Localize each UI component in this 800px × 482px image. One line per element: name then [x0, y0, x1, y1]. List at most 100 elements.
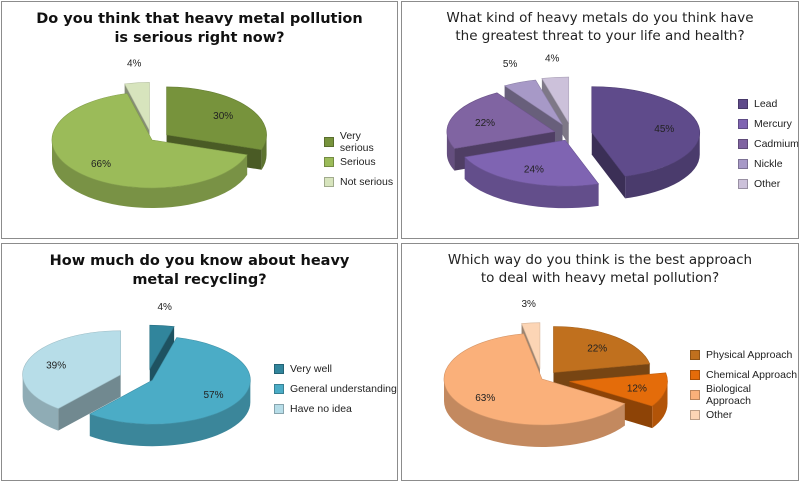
legend-swatch: [690, 410, 700, 420]
slice-top: [521, 322, 541, 369]
slice-top: [446, 92, 556, 149]
legend-item: Serious: [324, 152, 397, 172]
pie-slices: [446, 76, 701, 209]
slice-rim: [464, 157, 599, 209]
chart-title: What kind of heavy metals do you think h…: [446, 10, 754, 44]
chart-title: How much do you know about heavy metal r…: [49, 253, 350, 289]
legend: Lead Mercury Cadmium Nickle Other: [738, 94, 799, 194]
chart-panel-best-approach: Which way do you think is the best appro…: [401, 243, 799, 481]
legend-item: Mercury: [738, 114, 798, 134]
slice-top: [166, 86, 267, 151]
legend-label: General understanding: [290, 383, 397, 395]
slice-rim: [22, 374, 59, 431]
slice-side-wall: [58, 374, 121, 431]
data-label: 3%: [521, 299, 536, 310]
legend-swatch: [274, 364, 284, 374]
legend-item: Lead: [738, 94, 798, 114]
legend-label: Serious: [340, 156, 376, 168]
legend-swatch: [738, 159, 748, 169]
slice-top: [149, 324, 175, 371]
slice-top: [124, 82, 150, 131]
legend-swatch: [274, 404, 284, 414]
data-label: 4%: [545, 53, 560, 64]
legend-item: Nickle: [738, 154, 798, 174]
data-label: 39%: [46, 360, 66, 371]
slice-top: [464, 139, 600, 187]
legend-swatch: [690, 370, 700, 380]
legend-label: Other: [706, 409, 733, 421]
legend-swatch: [738, 99, 748, 109]
data-label: 63%: [475, 393, 495, 404]
legend-label: Chemical Approach: [706, 369, 798, 381]
legend: Very well General understanding Have no …: [274, 359, 397, 419]
legend-item: Very serious: [324, 130, 397, 154]
legend: Physical Approach Chemical Approach Biol…: [690, 345, 798, 425]
slice-rim: [446, 131, 455, 171]
data-label: 4%: [158, 302, 173, 313]
data-label: 5%: [503, 59, 518, 70]
slice-top: [443, 333, 626, 426]
legend-label: Lead: [754, 98, 778, 110]
legend-item: Cadmium: [738, 134, 799, 154]
slice-rim: [261, 134, 267, 170]
chart-title: Which way do you think is the best appro…: [447, 252, 753, 286]
data-label: 24%: [524, 164, 544, 175]
legend-label: Mercury: [754, 118, 792, 130]
legend-label: Cadmium: [754, 138, 799, 150]
data-label: 30%: [213, 111, 233, 122]
slice-rim: [89, 380, 251, 447]
legend: Very serious Serious Not serious: [324, 130, 397, 192]
slice-top: [503, 79, 563, 125]
slice-top: [553, 326, 651, 373]
legend-label: Not serious: [340, 176, 394, 188]
slice-top: [22, 330, 121, 409]
legend-swatch: [738, 139, 748, 149]
data-label: 66%: [91, 159, 111, 170]
chart-panel-threat-metals: What kind of heavy metals do you think h…: [401, 1, 799, 239]
data-label: 12%: [627, 383, 647, 394]
chart-panel-recycling-knowledge: How much do you know about heavy metal r…: [1, 243, 398, 481]
pie-chart-seriousness: 30% 66% 4%: [51, 58, 267, 209]
legend-label: Have no idea: [290, 403, 352, 415]
pie-slice-2: [51, 93, 248, 209]
legend-item: Other: [690, 405, 798, 425]
pie-slice-3: [22, 330, 121, 431]
pie-slice-2: [464, 139, 600, 209]
slice-top: [591, 86, 701, 177]
pie-slice-3: [443, 333, 626, 447]
data-label: 57%: [203, 390, 223, 401]
legend-label: Nickle: [754, 158, 783, 170]
pie-slices: [51, 82, 267, 209]
slice-top: [89, 337, 251, 425]
pie-chart-approach: 22% 12% 63% 3%: [443, 299, 668, 447]
legend-swatch: [324, 157, 334, 167]
slice-rim: [625, 132, 700, 199]
slice-rim: [652, 381, 668, 429]
slice-top: [541, 76, 570, 125]
pie-slices: [443, 322, 668, 447]
chart-title: Do you think that heavy metal pollution …: [36, 11, 363, 47]
slice-rim: [52, 140, 248, 209]
pie-chart-recycling: 4% 57% 39%: [22, 302, 251, 447]
legend-swatch: [324, 177, 334, 187]
legend-swatch: [324, 137, 334, 147]
data-label: 22%: [587, 344, 607, 355]
legend-swatch: [690, 390, 700, 400]
legend-label: Other: [754, 178, 781, 190]
pie-chart-threat-metals: 45% 24% 22% 5% 4%: [446, 53, 701, 209]
data-label: 4%: [127, 58, 142, 69]
legend-swatch: [738, 179, 748, 189]
slice-side-wall: [591, 132, 626, 199]
legend-label: Physical Approach: [706, 349, 793, 361]
legend-item: Biological Approach: [690, 383, 798, 407]
legend-swatch: [274, 384, 284, 394]
legend-swatch: [738, 119, 748, 129]
legend-swatch: [690, 350, 700, 360]
data-label: 45%: [654, 124, 674, 135]
legend-item: Physical Approach: [690, 345, 798, 365]
pie-slice-2: [89, 337, 251, 447]
legend-label: Biological Approach: [705, 383, 751, 407]
slice-rim: [444, 379, 625, 447]
legend-item: General understanding: [274, 379, 397, 399]
